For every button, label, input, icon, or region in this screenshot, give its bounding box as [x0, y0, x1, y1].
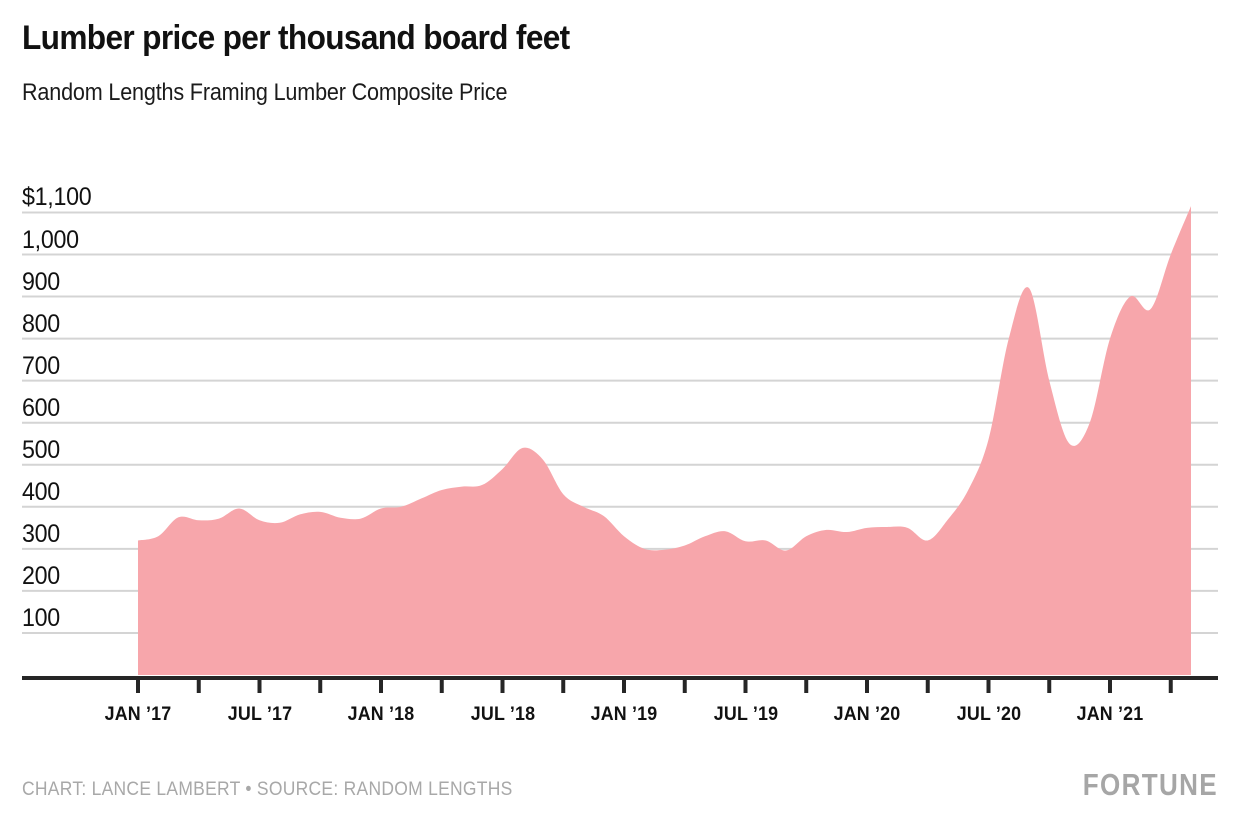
area-chart-svg: [22, 206, 1218, 693]
x-axis-tick-label: JUL ’17: [227, 704, 292, 725]
chart-subtitle: Random Lengths Framing Lumber Composite …: [22, 79, 508, 106]
x-axis-tick-label: JAN ’17: [104, 704, 172, 725]
area-series-lumber-price: [138, 206, 1191, 675]
x-axis-tick-label: JAN ’20: [833, 704, 901, 725]
x-axis-tick-label: JUL ’19: [713, 704, 778, 725]
fortune-logo: FORTUNE: [1082, 767, 1218, 802]
page-title: Lumber price per thousand board feet: [22, 19, 570, 57]
x-axis-tick-label: JUL ’18: [470, 704, 535, 725]
chart-credit: CHART: LANCE LAMBERT • SOURCE: RANDOM LE…: [22, 779, 513, 800]
x-axis-tick-label: JUL ’20: [956, 704, 1021, 725]
x-axis-tick-label: JAN ’18: [347, 704, 415, 725]
plot-area: [22, 206, 1218, 693]
x-axis-ticks: [136, 680, 1173, 693]
x-axis-tick-label: JAN ’19: [590, 704, 658, 725]
x-axis-tick-label: JAN ’21: [1076, 704, 1144, 725]
